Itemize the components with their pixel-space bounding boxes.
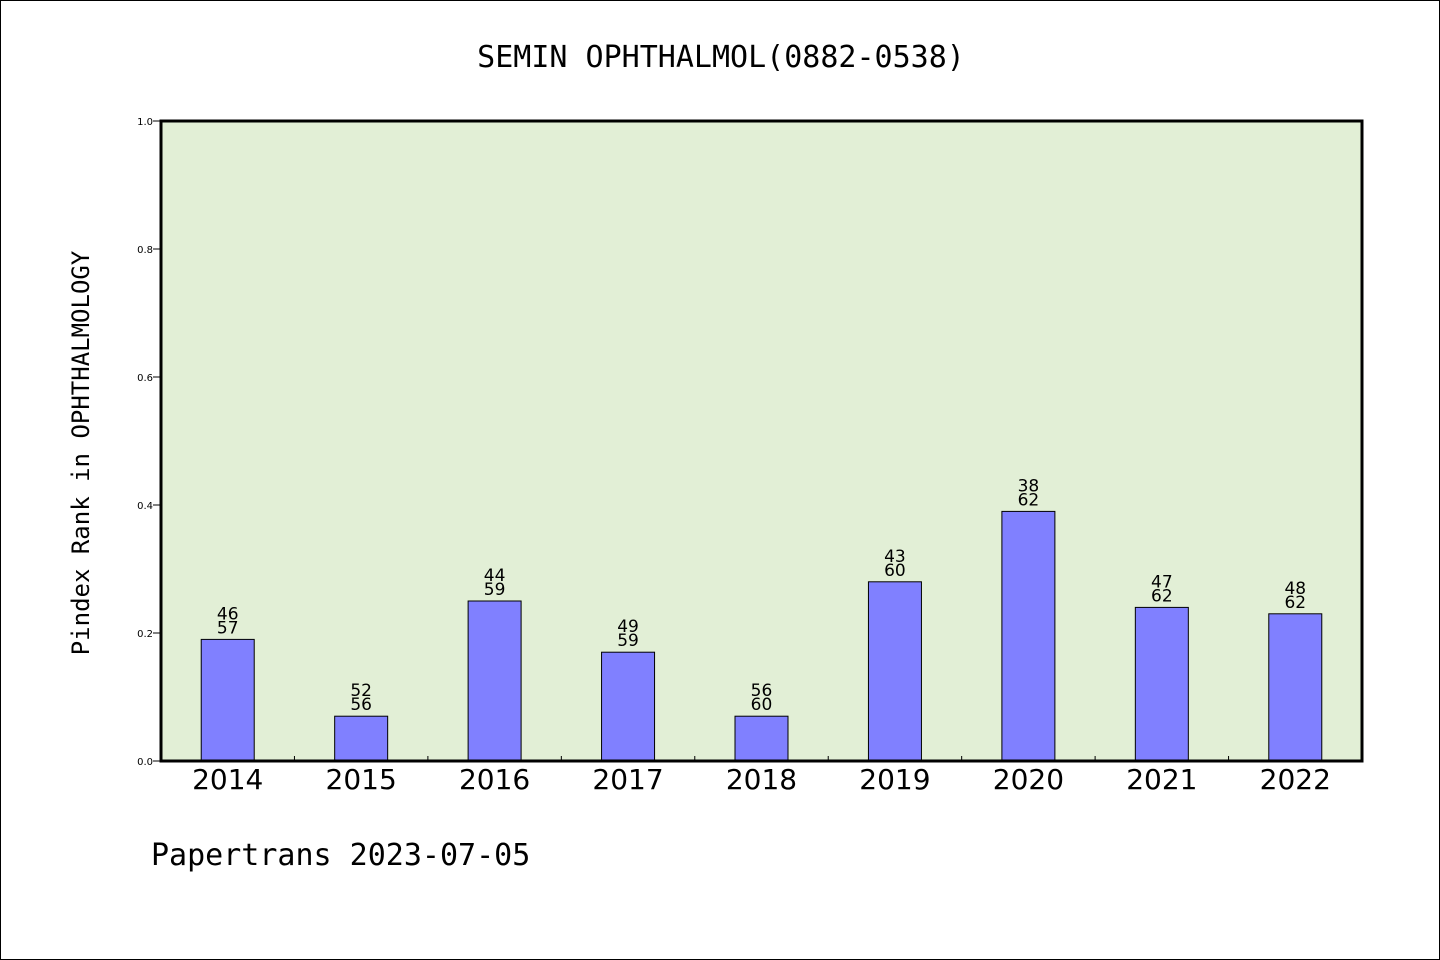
bar-label-top: 43 bbox=[884, 547, 906, 567]
y-tick-label: 0.4 bbox=[137, 501, 153, 512]
x-tick-label: 2019 bbox=[859, 763, 930, 796]
bar-label-top: 38 bbox=[1018, 476, 1040, 496]
bar-label-top: 49 bbox=[617, 617, 639, 637]
y-tick-label: 1.0 bbox=[137, 117, 153, 128]
bar bbox=[467, 600, 522, 762]
bar-label-top: 47 bbox=[1151, 572, 1173, 592]
x-tick-label: 2022 bbox=[1260, 763, 1331, 796]
bar bbox=[601, 651, 656, 762]
bar-label-bottom: 60 bbox=[884, 561, 906, 581]
bar-label-bottom: 59 bbox=[484, 580, 506, 600]
bar-label-top: 48 bbox=[1284, 579, 1306, 599]
bar-label-bottom: 62 bbox=[1018, 490, 1040, 510]
x-tick-label: 2021 bbox=[1126, 763, 1197, 796]
y-tick-label: 0.2 bbox=[137, 629, 153, 640]
bar-label-top: 46 bbox=[217, 604, 239, 624]
x-tick-label: 2018 bbox=[726, 763, 797, 796]
bar bbox=[1134, 606, 1189, 762]
x-axis: 2014 2015 2016 2017 2018 2019 2020 2021 2022 bbox=[192, 756, 1331, 796]
bar-label-bottom: 62 bbox=[1284, 593, 1306, 613]
bar-label-top: 52 bbox=[350, 681, 372, 701]
x-tick-label: 2020 bbox=[993, 763, 1064, 796]
bar-label-bottom: 56 bbox=[350, 695, 372, 715]
bar-label-bottom: 62 bbox=[1151, 586, 1173, 606]
bar bbox=[1001, 510, 1056, 762]
y-axis: 0.0 0.2 0.4 0.6 0.8 1.0 bbox=[137, 117, 161, 768]
y-tick-label: 0.6 bbox=[137, 373, 153, 384]
bar bbox=[200, 638, 255, 762]
x-tick-label: 2017 bbox=[592, 763, 663, 796]
bar bbox=[334, 715, 389, 762]
x-tick-label: 2014 bbox=[192, 763, 263, 796]
bar-label-bottom: 57 bbox=[217, 618, 239, 638]
bar bbox=[867, 581, 922, 762]
y-tick-label: 0.8 bbox=[137, 245, 153, 256]
y-axis-label: Pindex Rank in OPHTHALMOLOGY bbox=[67, 250, 95, 655]
x-tick-label: 2016 bbox=[459, 763, 530, 796]
bar-label-top: 56 bbox=[751, 681, 773, 701]
x-tick-label: 2015 bbox=[326, 763, 397, 796]
bar-label-top: 44 bbox=[484, 566, 506, 586]
plot-border bbox=[159, 119, 1364, 763]
bar bbox=[734, 715, 789, 762]
bar-label-bottom: 59 bbox=[617, 631, 639, 651]
chart-title: SEMIN OPHTHALMOL(0882-0538) bbox=[477, 40, 965, 75]
bar bbox=[1268, 613, 1323, 762]
footer-text: Papertrans 2023-07-05 bbox=[151, 838, 530, 873]
bar-label-bottom: 60 bbox=[751, 695, 773, 715]
y-tick-label: 0.0 bbox=[137, 757, 153, 768]
